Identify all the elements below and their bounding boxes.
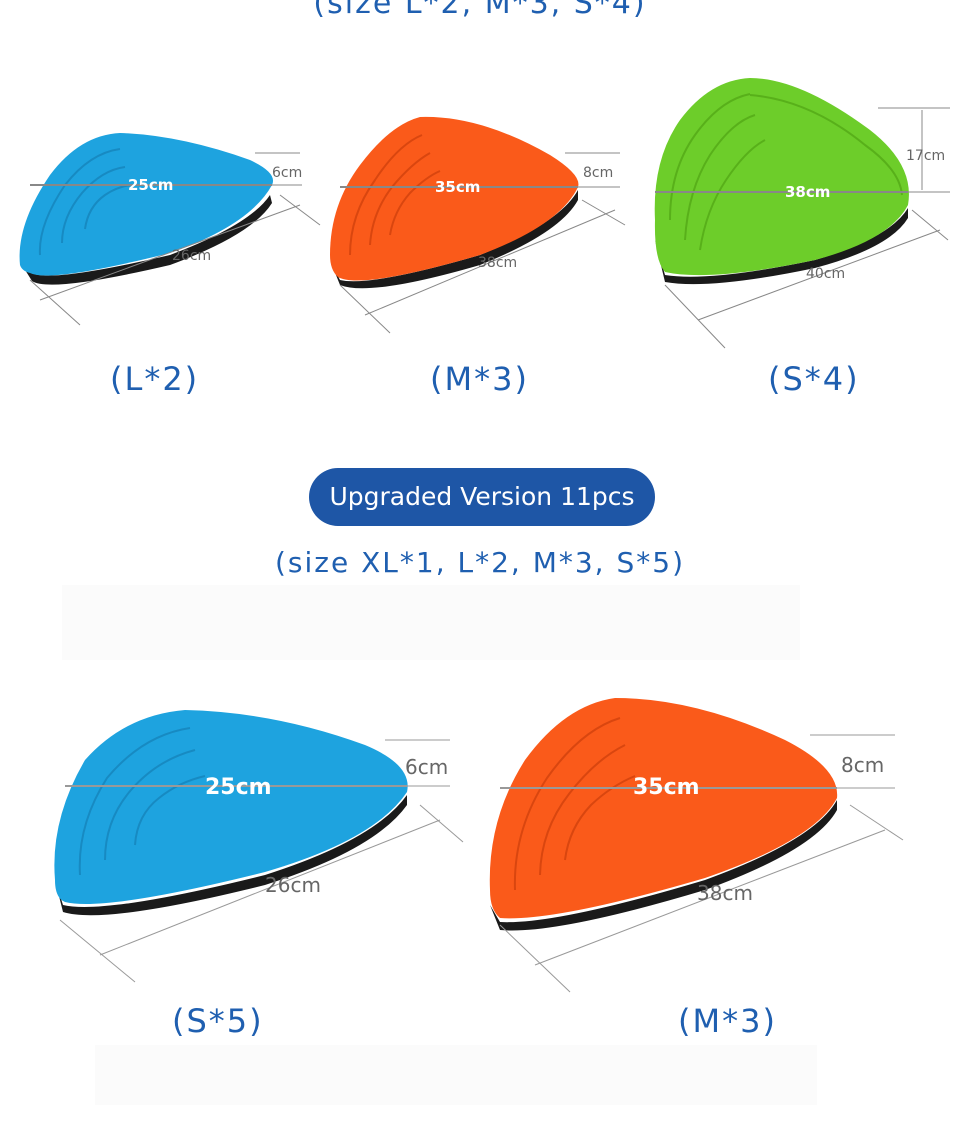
stone-orange-medium-image: 35cm 8cm 38cm bbox=[330, 116, 626, 334]
dim-top-text: 25cm bbox=[128, 176, 173, 194]
stone-blue-small-image: 25cm 6cm 26cm bbox=[54, 710, 464, 983]
dim-height-text: 6cm bbox=[272, 165, 302, 181]
size-label-l2: (L*2) bbox=[110, 360, 200, 398]
stone-blue-large-image: 25cm 6cm 26cm bbox=[19, 133, 321, 326]
size-summary-top: (size L*2, M*3, S*4) bbox=[313, 0, 647, 21]
stone-green-small-image: 38cm 17cm 40cm bbox=[654, 78, 950, 349]
placeholder-strip bbox=[62, 585, 800, 660]
dim-side-text: 26cm bbox=[265, 873, 321, 897]
dim-top-text: 38cm bbox=[785, 183, 830, 201]
dim-top-text: 25cm bbox=[205, 775, 272, 800]
dim-top-text: 35cm bbox=[633, 775, 700, 800]
size-summary-upgraded: (size XL*1, L*2, M*3, S*5) bbox=[274, 546, 685, 579]
dim-side-text: 40cm bbox=[806, 266, 845, 282]
placeholder-strip-bottom bbox=[95, 1045, 817, 1105]
stone-orange-medium-image-2: 35cm 8cm 38cm bbox=[489, 698, 904, 993]
dim-height-text: 17cm bbox=[906, 148, 945, 164]
dim-side-text: 38cm bbox=[478, 255, 517, 271]
dim-height-text: 8cm bbox=[841, 753, 884, 777]
dim-height-text: 8cm bbox=[583, 165, 613, 181]
dim-height-text: 6cm bbox=[405, 755, 448, 779]
dim-side-text: 38cm bbox=[697, 881, 753, 905]
size-label-s5: (S*5) bbox=[172, 1002, 264, 1040]
size-label-m3-upgraded: (M*3) bbox=[678, 1002, 777, 1040]
dim-top-text: 35cm bbox=[435, 178, 480, 196]
upgraded-version-badge: Upgraded Version 11pcs bbox=[309, 468, 655, 526]
dim-side-text: 26cm bbox=[172, 248, 211, 264]
size-label-m3: (M*3) bbox=[430, 360, 529, 398]
size-label-s4: (S*4) bbox=[768, 360, 860, 398]
